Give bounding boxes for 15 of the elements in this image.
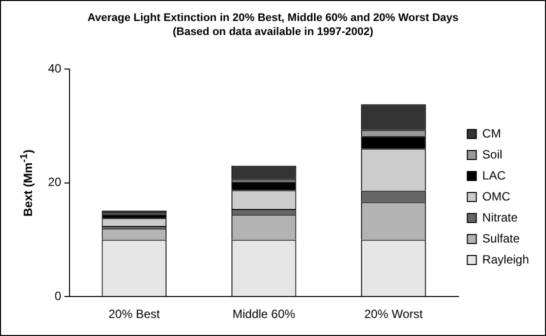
legend-label: Sulfate (482, 231, 520, 246)
chart-title: Average Light Extinction in 20% Best, Middle 60% and 20% Worst Days (86, 11, 460, 25)
y-tick-label: 40 (48, 61, 62, 76)
x-tick-label: 20% Worst (364, 307, 424, 322)
legend-label: LAC (482, 168, 506, 182)
legend-label: Nitrate (482, 210, 518, 224)
legend-label: CM (482, 126, 501, 140)
x-tick-label: Middle 60% (232, 307, 296, 322)
legend-label: Rayleigh (482, 252, 530, 266)
legend-label: Soil (482, 147, 502, 162)
legend-label: OMC (482, 189, 511, 204)
x-tick-label: 20% Best (108, 307, 161, 322)
chart-subtitle: (Based on data available in 1997-2002) (172, 25, 374, 39)
y-tick-label: 0 (54, 288, 62, 303)
y-tick-label: 20 (48, 175, 62, 190)
